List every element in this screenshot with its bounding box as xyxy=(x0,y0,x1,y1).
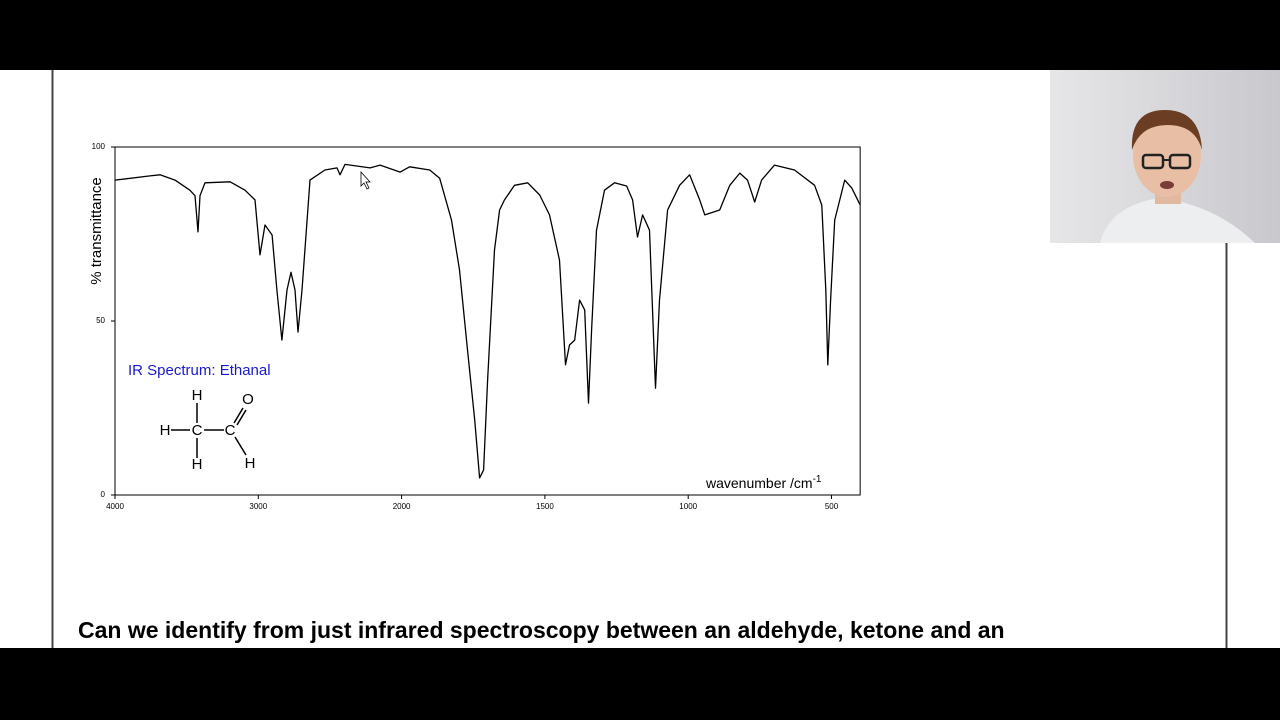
x-axis-label: wavenumber /cm-1 xyxy=(705,474,822,491)
x-tick-label: 3000 xyxy=(249,502,267,511)
mouse-cursor xyxy=(360,170,371,190)
atom: H xyxy=(192,456,203,473)
webcam xyxy=(1050,70,1280,243)
atom: C xyxy=(225,422,236,439)
y-tick-label: 100 xyxy=(92,142,106,151)
molecule: H H H C C O H xyxy=(160,387,256,473)
atom: H xyxy=(245,455,256,472)
x-tick-label: 500 xyxy=(825,502,839,511)
atom: C xyxy=(192,422,203,439)
y-tick-label: 50 xyxy=(96,316,105,325)
x-tick-label: 1000 xyxy=(679,502,697,511)
atom: H xyxy=(160,422,171,439)
chart: % transmittance wavenumber /cm-1 IR Spec… xyxy=(88,142,861,511)
x-tick-label: 2000 xyxy=(393,502,411,511)
x-axis-label-sup: -1 xyxy=(813,474,822,485)
x-axis-label-text: wavenumber /cm xyxy=(705,475,813,491)
x-tick-label: 4000 xyxy=(106,502,124,511)
y-axis-label: % transmittance xyxy=(88,177,105,285)
annotation: IR Spectrum: Ethanal xyxy=(128,362,271,379)
spectrum-line xyxy=(114,163,861,479)
caption: Can we identify from just infrared spect… xyxy=(78,617,1005,643)
x-tick-label: 1500 xyxy=(536,502,554,511)
y-tick-label: 0 xyxy=(101,490,106,499)
atom: O xyxy=(242,391,254,408)
atom: H xyxy=(192,387,203,404)
